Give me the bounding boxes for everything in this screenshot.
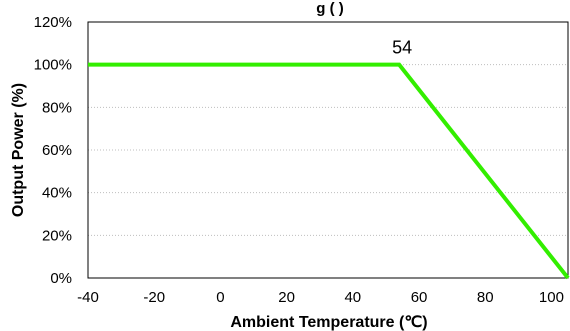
annotation-label: 54 <box>392 38 412 58</box>
series-line <box>88 62 570 280</box>
x-tick-label: 80 <box>477 289 494 306</box>
x-tick-label: 60 <box>411 289 428 306</box>
x-tick-label: 40 <box>344 289 361 306</box>
y-tick-label: 100% <box>34 57 72 74</box>
y-tick-label: 40% <box>42 185 72 202</box>
x-axis-title: Ambient Temperature (℃) <box>230 314 427 331</box>
y-tick-label: 120% <box>34 14 72 31</box>
y-tick-label: 20% <box>42 227 72 244</box>
plot-area-frame <box>87 21 569 279</box>
x-axis-ticks: -40 -20 0 20 40 60 80 100 <box>77 289 564 306</box>
x-tick-label: -40 <box>77 289 99 306</box>
x-tick-label: 100 <box>539 289 564 306</box>
x-tick-label: 0 <box>216 289 224 306</box>
x-tick-label: -20 <box>143 289 165 306</box>
grid-lines <box>88 64 568 236</box>
chart-title: g ( ) <box>316 0 344 17</box>
y-tick-label: 80% <box>42 99 72 116</box>
annotations: 54 <box>392 38 412 58</box>
y-tick-label: 60% <box>42 142 72 159</box>
y-tick-label: 0% <box>50 270 72 287</box>
x-tick-label: 20 <box>278 289 295 306</box>
y-axis-title: Output Power (%) <box>10 83 27 217</box>
y-axis-ticks: 0% 20% 40% 60% 80% 100% 120% <box>34 14 72 287</box>
series-layer <box>88 62 570 280</box>
